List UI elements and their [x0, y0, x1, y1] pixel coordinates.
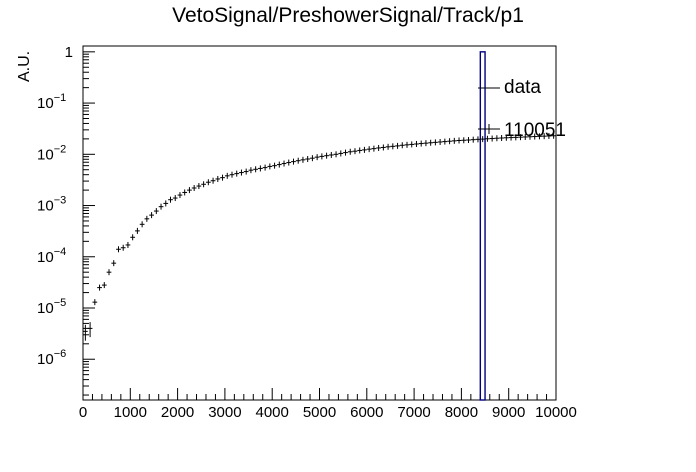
x-tick-label: 6000	[350, 404, 383, 421]
y-tick-label: 10−1	[37, 92, 66, 112]
x-tick-label: 4000	[256, 404, 289, 421]
x-tick-label: 1000	[114, 404, 147, 421]
x-tick-label: 0	[79, 404, 87, 421]
x-tick-label: 3000	[208, 404, 241, 421]
data-bar	[479, 51, 486, 401]
legend-label-data: data	[504, 77, 541, 98]
x-tick-label: 2000	[161, 404, 194, 421]
x-tick-label: 8000	[445, 404, 478, 421]
x-tick-label: 5000	[303, 404, 336, 421]
y-tick-label: 10−2	[37, 143, 66, 163]
y-tick-label: 10−3	[37, 195, 66, 215]
y-tick-label: 10−5	[37, 297, 66, 317]
chart-title: VetoSignal/PreshowerSignal/Track/p1	[172, 4, 524, 27]
x-tick-label: 9000	[492, 404, 525, 421]
legend-label-110051: 110051	[504, 120, 566, 141]
x-tick-label: 10000	[535, 404, 577, 421]
y-tick-label: 10−6	[37, 348, 66, 368]
y-tick-label: 1	[65, 44, 73, 61]
y-tick-label: 10−4	[37, 246, 66, 266]
x-tick-label: 7000	[397, 404, 430, 421]
